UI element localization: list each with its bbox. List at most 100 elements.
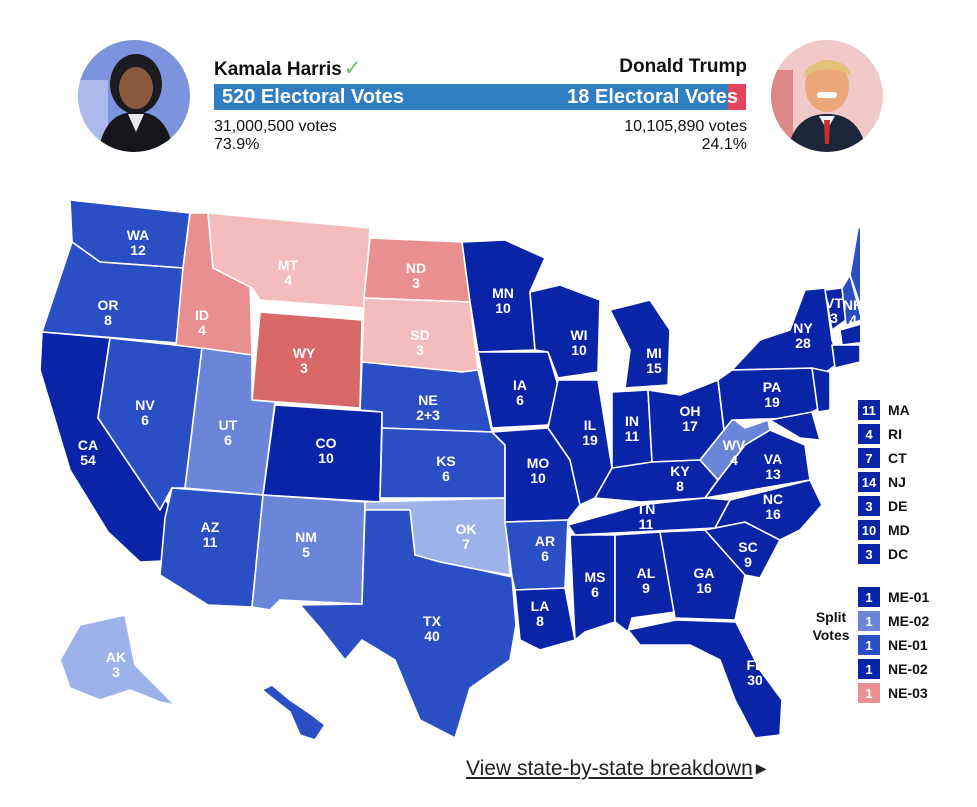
state-label-oh: 17 <box>682 418 698 434</box>
state-WY[interactable]: WY3 <box>251 311 363 409</box>
electoral-vote-bar: 520 Electoral Votes 18 Electoral Votes <box>214 84 746 110</box>
state-label-va: VA <box>764 451 782 467</box>
state-label-ks: KS <box>436 453 455 469</box>
state-KS[interactable]: KS6 <box>379 427 506 499</box>
stats-left: 31,000,500 votes 73.9% <box>214 118 337 154</box>
state-VT[interactable]: VT3 <box>824 287 847 331</box>
state-label-ca: CA <box>78 437 98 453</box>
state-label-tn: 11 <box>639 516 654 532</box>
state-label-nc: 16 <box>765 506 781 522</box>
state-label-fl: 30 <box>747 672 763 688</box>
state-label-wi: 10 <box>571 342 587 358</box>
legend-row-me-01: 1 ME-01 <box>858 585 929 609</box>
state-label-ne: NE <box>418 392 437 408</box>
state-label-ok: 7 <box>462 536 470 552</box>
state-label-id: 4 <box>198 322 206 338</box>
state-label-mn: 10 <box>495 300 511 316</box>
state-label-wa: WA <box>127 227 150 243</box>
popular-votes-right: 10,105,890 votes <box>624 118 747 135</box>
legend-row-ri: 4 RI <box>858 422 910 446</box>
legend-row-nj: 14 NJ <box>858 470 910 494</box>
state-label-ky: KY <box>670 463 690 479</box>
legend-row-ne-01: 1 NE-01 <box>858 633 929 657</box>
state-label-ny: NY <box>793 320 813 336</box>
state-NE[interactable]: NE2+3 <box>359 361 493 433</box>
state-label-or: 8 <box>104 312 112 328</box>
state-LA[interactable]: LA8 <box>514 587 576 651</box>
candidate-name-left: Kamala Harris✓ <box>214 57 362 80</box>
state-SD[interactable]: SD3 <box>361 297 479 373</box>
state-ME[interactable]: ME2+2 <box>849 222 860 310</box>
state-MT[interactable]: MT4 <box>207 212 371 309</box>
state-label-nd: ND <box>406 260 426 276</box>
legend-abbr: DC <box>888 546 909 562</box>
state-MS[interactable]: MS6 <box>569 534 616 641</box>
legend-abbr: NE-01 <box>888 637 928 653</box>
state-HI[interactable]: HI4 <box>261 684 326 741</box>
legend-ev-box: 10 <box>858 520 880 540</box>
state-NM[interactable]: NM5 <box>251 494 366 611</box>
state-ID[interactable]: ID4 <box>175 212 253 356</box>
rep-electoral-label: 18 Electoral Votes <box>567 86 738 108</box>
state-label-al: AL <box>637 565 656 581</box>
state-label-sd: SD <box>410 327 429 343</box>
state-NH[interactable]: NH4 <box>841 274 860 328</box>
state-label-nm: NM <box>295 529 317 545</box>
percent-right: 24.1% <box>701 136 747 153</box>
state-label-oh: OH <box>680 403 701 419</box>
state-label-il: 19 <box>582 432 598 448</box>
state-label-ks: 6 <box>442 468 450 484</box>
state-label-vt: 3 <box>830 310 838 326</box>
state-label-tx: 40 <box>424 628 440 644</box>
state-label-nc: NC <box>763 491 783 507</box>
legend-ev-box: 3 <box>858 544 880 564</box>
state-WV[interactable]: WV4 <box>699 417 771 481</box>
state-label-pa: PA <box>763 379 781 395</box>
state-label-az: 11 <box>203 534 218 550</box>
state-label-ok: OK <box>456 521 477 537</box>
dem-bar-segment <box>214 84 729 110</box>
state-label-hi: 4 <box>268 720 276 736</box>
legend-ev-box: 1 <box>858 587 880 607</box>
state-AL[interactable]: AL9 <box>614 531 676 633</box>
state-label-ar: AR <box>535 533 555 549</box>
state-label-wi: WI <box>570 327 587 343</box>
state-label-la: 8 <box>536 613 544 629</box>
state-label-ut: 6 <box>224 432 232 448</box>
candidate-name-right: Donald Trump <box>619 56 747 77</box>
legend-ev-box: 4 <box>858 424 880 444</box>
state-SC[interactable]: SC9 <box>704 521 781 579</box>
legend-row-de: 3 DE <box>858 494 910 518</box>
state-AR[interactable]: AR6 <box>504 519 569 591</box>
legend-row-ma: 11 MA <box>858 398 910 422</box>
state-label-in: IN <box>625 413 639 429</box>
state-label-ak: 3 <box>112 664 120 680</box>
state-AK[interactable]: AK3 <box>59 614 176 706</box>
state-IA[interactable]: IA6 <box>477 351 561 429</box>
state-UT[interactable]: UT6 <box>184 347 276 496</box>
state-OR[interactable]: OR8 <box>41 241 184 344</box>
state-ND[interactable]: ND3 <box>363 237 471 303</box>
legend-ev-box: 1 <box>858 611 880 631</box>
state-breakdown-link[interactable]: View state-by-state breakdown ▶ <box>466 757 767 780</box>
stats-right: 10,105,890 votes 24.1% <box>624 118 747 154</box>
legend-row-ct: 7 CT <box>858 446 910 470</box>
legend-ev-box: 3 <box>858 496 880 516</box>
state-label-wa: 12 <box>130 242 146 258</box>
